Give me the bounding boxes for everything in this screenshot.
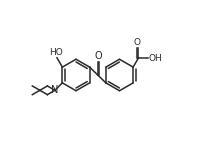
Text: HO: HO — [49, 48, 63, 57]
Text: OH: OH — [149, 54, 162, 63]
Text: O: O — [94, 51, 102, 61]
Text: N: N — [51, 85, 59, 95]
Text: O: O — [134, 38, 141, 47]
